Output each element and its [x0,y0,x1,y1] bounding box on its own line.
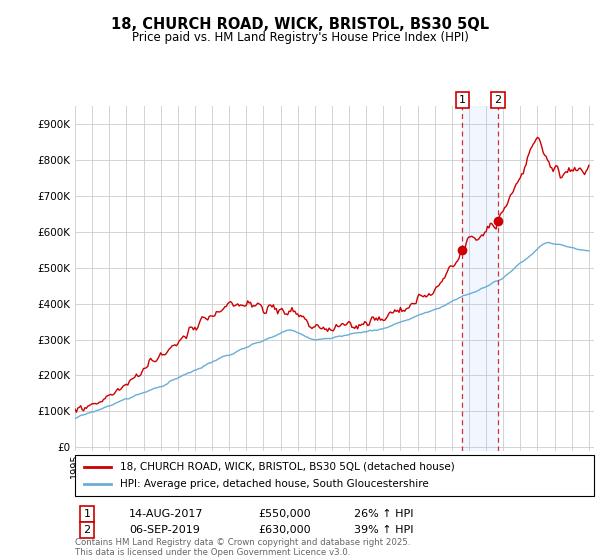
Text: £550,000: £550,000 [258,509,311,519]
Text: 39% ↑ HPI: 39% ↑ HPI [354,525,413,535]
Text: Price paid vs. HM Land Registry's House Price Index (HPI): Price paid vs. HM Land Registry's House … [131,31,469,44]
Text: 2: 2 [494,95,502,105]
Text: HPI: Average price, detached house, South Gloucestershire: HPI: Average price, detached house, Sout… [120,479,429,489]
Text: 06-SEP-2019: 06-SEP-2019 [129,525,200,535]
Text: 14-AUG-2017: 14-AUG-2017 [129,509,203,519]
Text: Contains HM Land Registry data © Crown copyright and database right 2025.
This d: Contains HM Land Registry data © Crown c… [75,538,410,557]
Bar [463,106,498,451]
Text: 2: 2 [83,525,91,535]
Text: 1: 1 [83,509,91,519]
Text: 26% ↑ HPI: 26% ↑ HPI [354,509,413,519]
Text: 18, CHURCH ROAD, WICK, BRISTOL, BS30 5QL: 18, CHURCH ROAD, WICK, BRISTOL, BS30 5QL [111,17,489,32]
Text: 1: 1 [459,95,466,105]
Text: £630,000: £630,000 [258,525,311,535]
Text: 18, CHURCH ROAD, WICK, BRISTOL, BS30 5QL (detached house): 18, CHURCH ROAD, WICK, BRISTOL, BS30 5QL… [120,461,455,472]
